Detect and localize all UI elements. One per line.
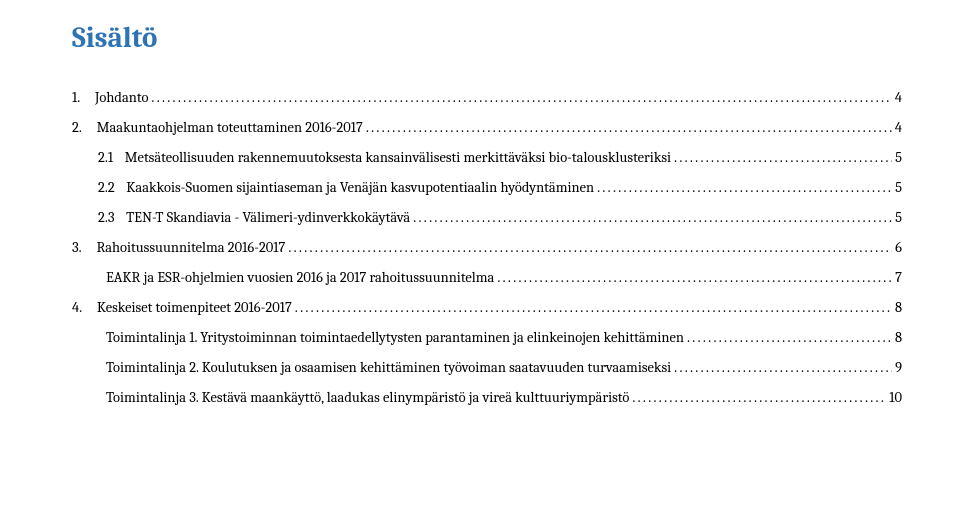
toc-entry[interactable]: Toimintalinja 3. Kestävä maankäyttö, laa… [72,389,902,406]
toc-number-pad [82,119,95,136]
toc-leader [687,329,892,346]
table-of-contents: 1. Johdanto42. Maakuntaohjelman toteutta… [72,89,902,406]
toc-page: 8 [895,329,902,346]
toc-leader [674,149,892,166]
toc-number-pad [80,89,93,106]
toc-page: 5 [895,209,902,226]
toc-entry[interactable]: 3. Rahoitussuunnitelma 2016-2017 6 [72,239,902,256]
toc-number-pad [113,149,123,166]
toc-label: Toimintalinja 2. Koulutuksen ja osaamise… [106,359,671,376]
toc-page: 7 [895,269,902,286]
toc-entry[interactable]: 2. Maakuntaohjelman toteuttaminen 2016-2… [72,119,902,136]
toc-page: 6 [895,239,902,256]
toc-leader [497,269,892,286]
toc-page: 10 [889,389,902,406]
toc-label: Keskeiset toimenpiteet 2016-2017 [97,299,292,316]
toc-label: Toimintalinja 3. Kestävä maankäyttö, laa… [106,389,629,406]
toc-entry[interactable]: 2.1 Metsäteollisuuden rakennemuutoksesta… [72,149,902,166]
toc-leader [413,209,892,226]
toc-number: 3. [72,239,82,256]
toc-number-pad [115,179,125,196]
toc-label: Johdanto [95,89,148,106]
toc-entry[interactable]: 4. Keskeiset toimenpiteet 2016-2017 8 [72,299,902,316]
toc-label: Maakuntaohjelman toteuttaminen 2016-2017 [97,119,363,136]
toc-label: Kaakkois-Suomen sijaintiaseman ja Venäjä… [126,179,594,196]
toc-page: 4 [895,89,902,106]
toc-leader [288,239,892,256]
toc-label: EAKR ja ESR-ohjelmien vuosien 2016 ja 20… [106,269,494,286]
toc-number-pad [115,209,125,226]
toc-leader [151,89,891,106]
toc-entry[interactable]: 2.2 Kaakkois-Suomen sijaintiaseman ja Ve… [72,179,902,196]
toc-label: Toimintalinja 1. Yritystoiminnan toimint… [106,329,684,346]
toc-page: 4 [895,119,902,136]
toc-number: 2.3 [98,209,115,226]
toc-leader [632,389,886,406]
toc-entry[interactable]: Toimintalinja 1. Yritystoiminnan toimint… [72,329,902,346]
title-text: Sisältö [72,22,157,55]
toc-label: TEN-T Skandiavia - Välimeri-ydinverkkokä… [126,209,410,226]
toc-label: Rahoitussuunnitelma 2016-2017 [96,239,285,256]
toc-leader [674,359,892,376]
toc-page: 5 [895,149,902,166]
toc-number-pad [82,239,95,256]
toc-number: 2.1 [98,149,113,166]
toc-entry[interactable]: Toimintalinja 2. Koulutuksen ja osaamise… [72,359,902,376]
toc-leader [366,119,892,136]
toc-number: 4. [72,299,82,316]
page-title: Sisältö [72,22,902,55]
toc-page: 5 [895,179,902,196]
toc-number: 2.2 [98,179,115,196]
toc-page: 9 [895,359,902,376]
toc-number-pad [82,299,95,316]
toc-entry[interactable]: 1. Johdanto 4 [72,89,902,106]
toc-page: 8 [895,299,902,316]
toc-number: 2. [72,119,82,136]
toc-label: Metsäteollisuuden rakennemuutoksesta kan… [125,149,671,166]
toc-leader [597,179,892,196]
toc-entry[interactable]: EAKR ja ESR-ohjelmien vuosien 2016 ja 20… [72,269,902,286]
toc-leader [295,299,892,316]
toc-number: 1. [72,89,80,106]
toc-entry[interactable]: 2.3 TEN-T Skandiavia - Välimeri-ydinverk… [72,209,902,226]
